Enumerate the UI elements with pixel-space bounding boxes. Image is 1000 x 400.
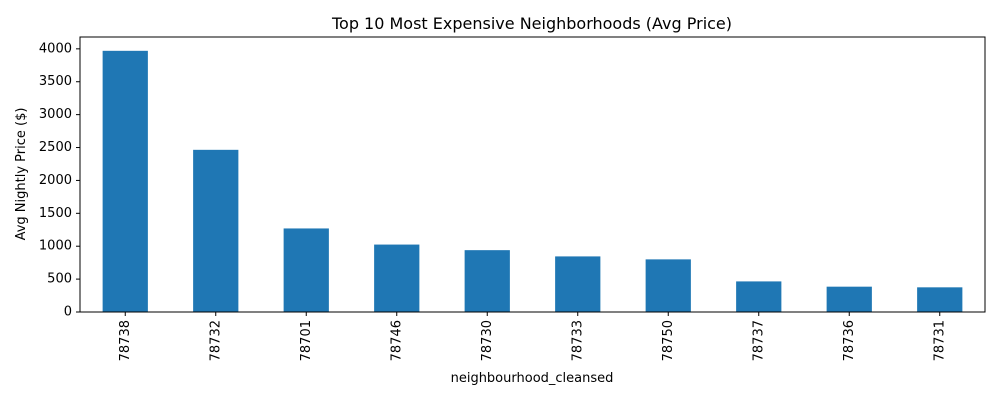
- x-tick-label: 78750: [661, 320, 676, 361]
- x-tick-label: 78737: [751, 320, 766, 361]
- bar-78732: [193, 149, 239, 312]
- x-tick-label: 78730: [480, 320, 495, 361]
- chart-title: Top 10 Most Expensive Neighborhoods (Avg…: [331, 14, 732, 33]
- bar-78730: [464, 250, 510, 312]
- y-tick-label: 1500: [39, 206, 72, 221]
- bar-78731: [917, 287, 963, 312]
- x-tick-label: 78732: [208, 320, 223, 361]
- x-tick-label: 78736: [842, 320, 857, 361]
- y-tick-label: 500: [47, 272, 72, 287]
- x-axis-label: neighbourhood_cleansed: [451, 371, 614, 386]
- y-tick-label: 4000: [39, 41, 72, 56]
- bar-78736: [826, 286, 872, 312]
- bar-78733: [555, 256, 601, 312]
- y-axis: 0 500 1000 1500 2000 2500 3000 3500 4000: [39, 41, 80, 320]
- x-tick-label: 78738: [118, 320, 133, 361]
- y-axis-label: Avg Nightly Price ($): [14, 108, 29, 241]
- y-tick-label: 1000: [39, 239, 72, 254]
- y-tick-label: 0: [64, 305, 72, 320]
- x-tick-label: 78733: [570, 320, 585, 361]
- y-tick-label: 2500: [39, 140, 72, 155]
- y-tick-label: 2000: [39, 173, 72, 188]
- bars-group: [102, 50, 963, 312]
- x-tick-label: 78731: [932, 320, 947, 361]
- y-tick-label: 3000: [39, 107, 72, 122]
- bar-78750: [645, 259, 691, 312]
- plot-frame: [79, 36, 986, 313]
- x-tick-label: 78701: [299, 320, 314, 361]
- x-axis: 78738 78732 78701 78746 78730 78733 78750 78737…: [118, 312, 947, 361]
- bar-78746: [374, 244, 420, 312]
- y-tick-label: 3500: [39, 74, 72, 89]
- bar-78738: [102, 50, 148, 312]
- bar-78701: [283, 228, 329, 312]
- bar-78737: [736, 281, 782, 312]
- x-tick-label: 78746: [389, 320, 404, 361]
